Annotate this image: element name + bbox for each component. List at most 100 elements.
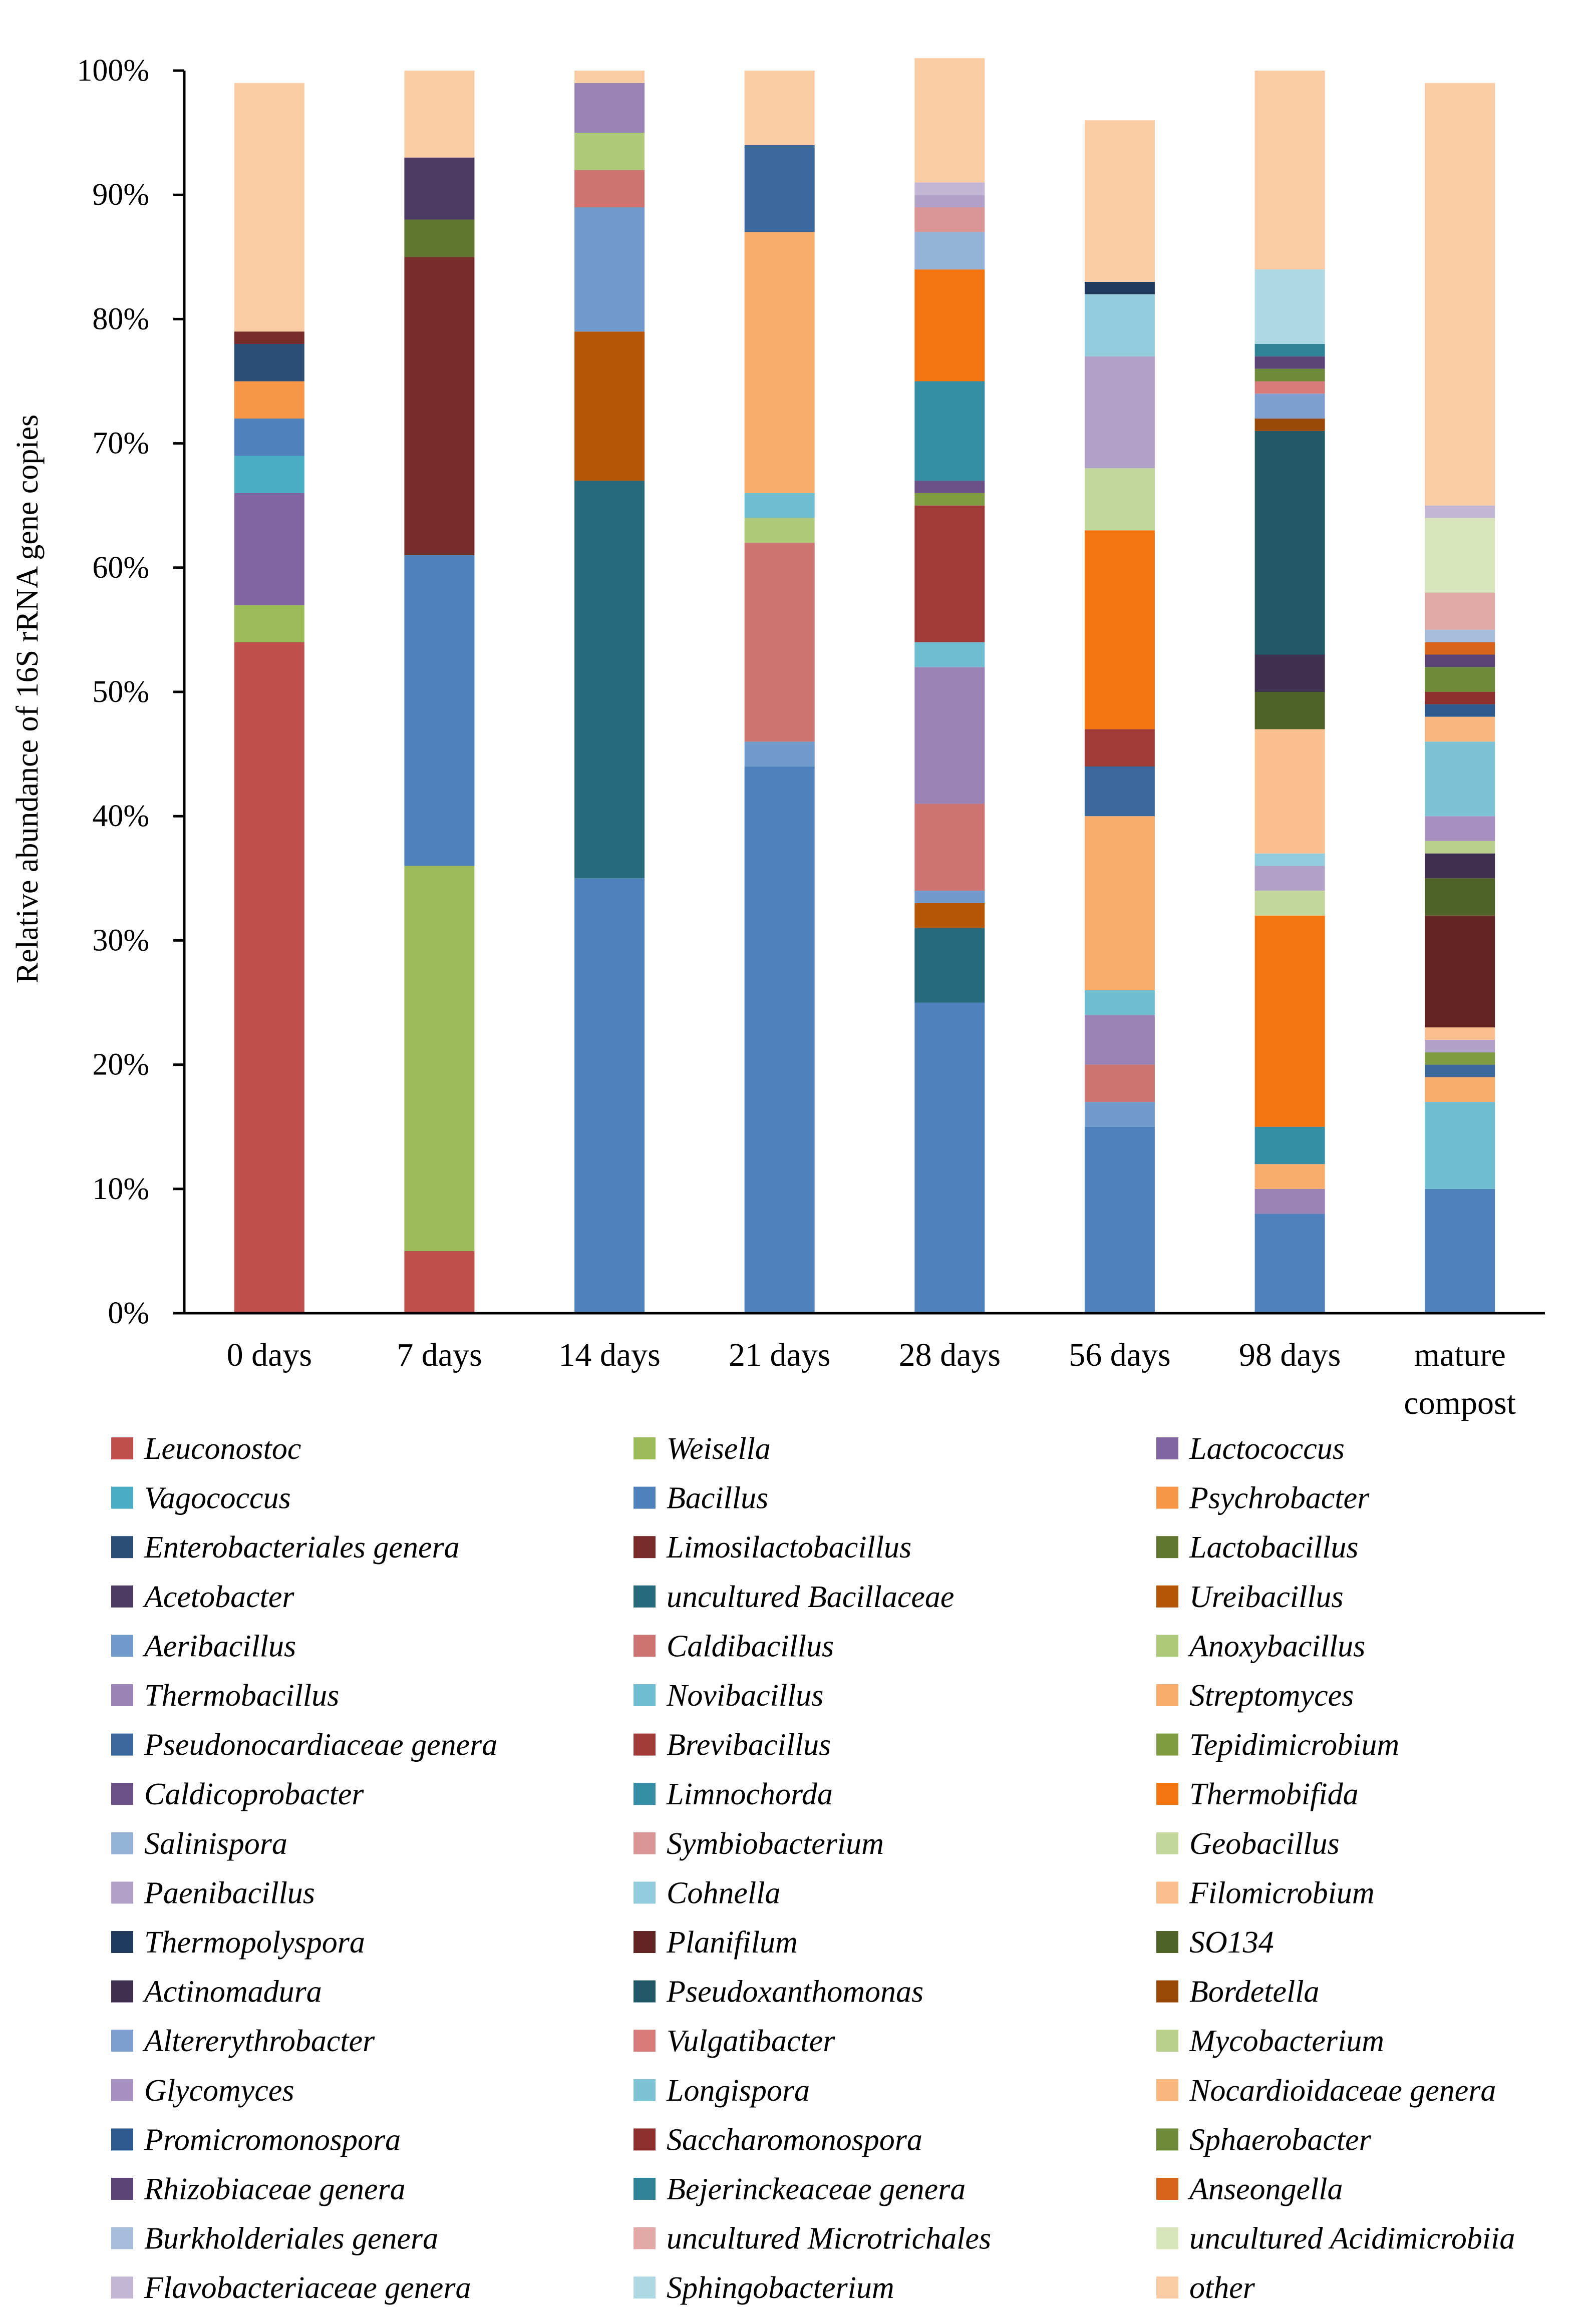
bar-segment (234, 493, 304, 605)
bar-segment (1425, 629, 1495, 642)
legend-swatch (633, 2030, 656, 2052)
bar-segment (1425, 1052, 1495, 1065)
legend-entry: Leuconostoc (111, 1432, 301, 1466)
legend-swatch (111, 1931, 133, 1953)
legend-label: Thermobacillus (144, 1679, 339, 1713)
y-tick-label: 0% (108, 1296, 149, 1330)
legend-entry: Saccharomonospora (633, 2123, 922, 2157)
bar-segment (1084, 766, 1155, 817)
legend-swatch (1156, 1585, 1178, 1608)
legend-swatch (633, 1486, 656, 1509)
bar-segment (1254, 269, 1325, 344)
legend-swatch (111, 2030, 133, 2052)
legend-label: Streptomyces (1189, 1679, 1354, 1713)
legend-swatch (633, 1931, 656, 1953)
legend-label: Actinomadura (142, 1975, 322, 2009)
bar-segment (914, 804, 985, 891)
bar-segment (1425, 915, 1495, 1028)
legend-entry: Weisella (633, 1432, 771, 1466)
bar-segment (1425, 1040, 1495, 1052)
legend-label: Vulgatibacter (667, 2024, 835, 2058)
bar-segment (1254, 356, 1325, 369)
legend-label: Brevibacillus (667, 1728, 831, 1762)
legend-swatch (111, 1684, 133, 1706)
legend-label: Anseongella (1187, 2172, 1343, 2206)
bar-segment (404, 866, 475, 1251)
legend-swatch (1156, 2178, 1178, 2200)
legend-label: Aeribacillus (142, 1629, 296, 1663)
bar-segment (1254, 853, 1325, 866)
bar-segment (1425, 1189, 1495, 1313)
bar-segment (914, 232, 985, 270)
bar-segment (1254, 866, 1325, 891)
y-tick-label: 90% (92, 178, 149, 212)
y-axis-label: Relative abundance of 16S rRNA gene copi… (11, 415, 45, 983)
legend-label: Burkholderiales genera (144, 2222, 438, 2256)
legend-entry: Ureibacillus (1156, 1580, 1344, 1614)
y-tick-labels: 0% 10% 20% 30% 40% 50% 60% 70% 80% 90% 100% (77, 54, 184, 1330)
x-tick-label: 7 days (397, 1337, 482, 1373)
bar-segment (1254, 915, 1325, 1127)
bar-segment (404, 71, 475, 158)
legend-entry: SO134 (1156, 1925, 1274, 1960)
bar-segment (1425, 667, 1495, 692)
legend-entry: Enterobacteriales genera (111, 1530, 460, 1565)
legend-swatch (633, 1832, 656, 1854)
legend-swatch (111, 1980, 133, 2003)
legend-entry: Planifilum (633, 1925, 798, 1960)
legend-entry: Vagococcus (111, 1481, 291, 1515)
bar-segment (1425, 704, 1495, 717)
legend-swatch (1156, 1486, 1178, 1509)
legend-label: Enterobacteriales genera (144, 1530, 460, 1565)
bar-segment (1084, 990, 1155, 1015)
legend-swatch (633, 2276, 656, 2299)
legend-entry: Rhizobiaceae genera (111, 2172, 406, 2206)
bar-segment (1425, 642, 1495, 655)
bar-stack (404, 71, 475, 1313)
bar-segment (234, 456, 304, 493)
legend-entry: Flavobacteriaceae genera (111, 2271, 471, 2305)
legend-label: Anoxybacillus (1187, 1629, 1365, 1663)
legend-entry: Bacillus (633, 1481, 768, 1515)
legend-label: Limnochorda (666, 1777, 833, 1811)
y-tick-label: 70% (92, 427, 149, 461)
legend-swatch (633, 2128, 656, 2151)
legend-label: uncultured Acidimicrobiia (1189, 2222, 1515, 2256)
bar-segment (744, 71, 815, 145)
bar-segment (914, 195, 985, 207)
legend-entry: Thermobacillus (111, 1679, 339, 1713)
legend-entry: Novibacillus (633, 1679, 823, 1713)
bar-segment (574, 331, 645, 481)
legend-entry: Lactococcus (1156, 1432, 1345, 1466)
bar-segment (404, 219, 475, 257)
bar-segment (914, 269, 985, 381)
legend-entry: Sphingobacterium (633, 2271, 894, 2305)
legend-label: Paenibacillus (144, 1876, 315, 1910)
legend-label: Lactococcus (1189, 1432, 1345, 1466)
y-tick-label: 100% (77, 54, 149, 88)
bar-segment (914, 1002, 985, 1313)
legend-label: Nocardioidaceae genera (1189, 2074, 1496, 2108)
legend-swatch (111, 2227, 133, 2249)
legend-entry: Tepidimicrobium (1156, 1728, 1399, 1762)
bar-segment (1084, 1102, 1155, 1127)
legend-entry: Caldicoprobacter (111, 1777, 364, 1811)
legend-label: Thermobifida (1189, 1777, 1359, 1811)
bar-segment (1084, 1126, 1155, 1313)
legend-swatch (633, 1783, 656, 1805)
legend-label: Pseudoxanthomonas (666, 1975, 923, 2009)
bar-segment (1425, 1027, 1495, 1040)
legend-label: uncultured Microtrichales (667, 2222, 991, 2256)
legend-entry: Anseongella (1156, 2172, 1343, 2206)
legend-label: Longispora (666, 2074, 810, 2108)
legend-swatch (1156, 1980, 1178, 2003)
legend-label: Ureibacillus (1189, 1580, 1344, 1614)
bar-segment (574, 170, 645, 208)
legend-swatch (111, 1783, 133, 1805)
legend-swatch (1156, 1733, 1178, 1756)
legend-swatch (1156, 1832, 1178, 1854)
legend-entry: Brevibacillus (633, 1728, 831, 1762)
bar-segment (574, 133, 645, 170)
bar-segment (744, 232, 815, 493)
